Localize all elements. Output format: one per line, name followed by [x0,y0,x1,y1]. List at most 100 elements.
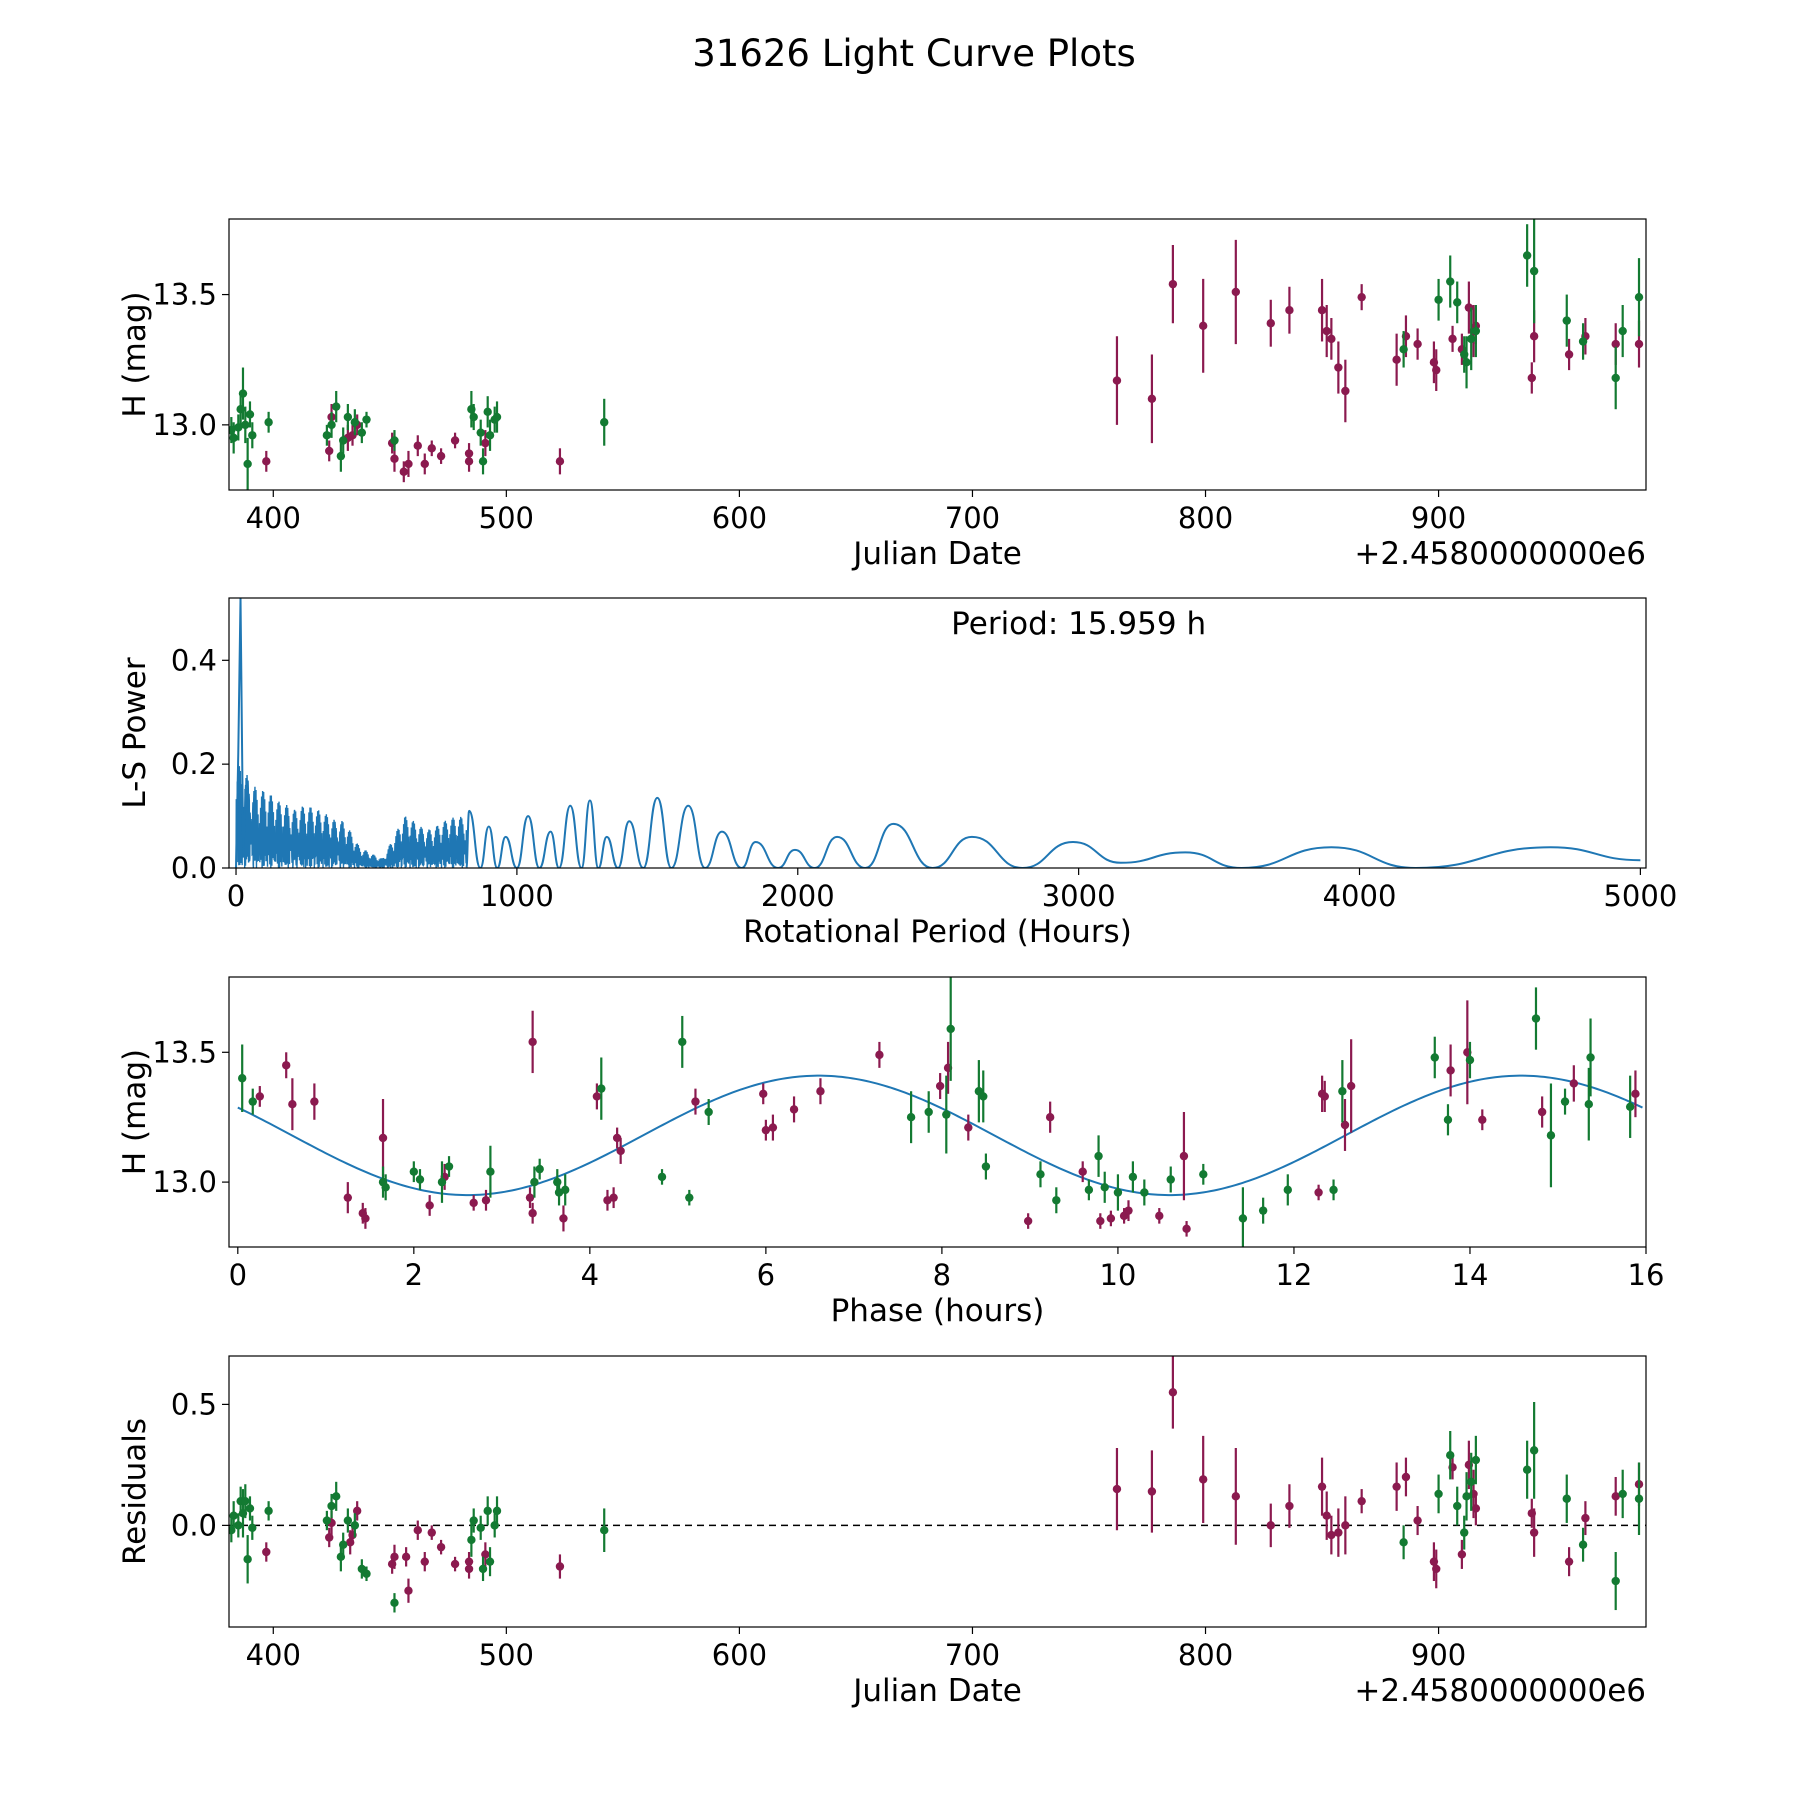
data-point [1392,355,1401,364]
data-point [1634,339,1644,349]
data-point [1045,1112,1055,1122]
y-axis-label: L-S Power [117,657,153,808]
data-point [1258,1206,1268,1215]
x-tick-label: 800 [1178,501,1233,535]
data-point [338,1540,348,1549]
data-point [597,1084,606,1093]
data-point [768,1123,778,1132]
x-tick-label: 16 [1628,1258,1665,1292]
data-point [1198,321,1208,331]
data-point [332,402,341,411]
data-point [1078,1167,1087,1176]
data-point [248,431,257,440]
data-point [1578,1540,1588,1549]
data-point [1327,334,1336,344]
x-tick-label: 800 [1178,1638,1233,1672]
data-point [234,1521,243,1530]
data-point [420,1557,429,1566]
data-point [1100,1183,1109,1192]
data-point [234,423,243,432]
plot-area [229,219,1644,490]
data-point [1182,1224,1191,1234]
data-point [761,1125,771,1135]
data-point [559,1214,568,1223]
data-point [264,418,273,427]
data-point [1392,1482,1401,1491]
data-point [467,1535,476,1545]
data-point [1357,292,1366,302]
data-point [1112,376,1122,385]
x-axis-label: Phase (hours) [831,1293,1045,1329]
data-point [1478,1115,1487,1124]
data-point [325,1533,334,1542]
data-point [481,1196,491,1205]
data-point [1283,1185,1292,1195]
data-point [1285,1501,1294,1511]
data-point [437,1177,447,1187]
data-point [1434,1489,1443,1499]
data-point [409,1167,419,1176]
y-tick-label: 13.5 [152,278,217,312]
data-point [1448,334,1457,344]
data-point [1322,326,1331,336]
data-point [245,1504,255,1513]
data-point [327,1501,336,1511]
data-point [1094,1151,1103,1161]
data-point [486,1167,495,1176]
data-point [238,1074,247,1083]
data-point [561,1185,570,1195]
data-point [616,1146,625,1156]
x-tick-label: 900 [1411,1638,1466,1672]
data-point [1618,326,1627,336]
data-point [264,1506,273,1516]
data-point [1231,1492,1241,1501]
data-point [425,1201,434,1210]
data-point [444,1162,454,1171]
data-point [1340,1120,1350,1130]
data-point [553,1177,562,1187]
data-point [1432,365,1441,375]
data-point [1329,1185,1338,1195]
data-point [1457,1550,1467,1559]
data-point [592,1092,602,1101]
data-point [1631,1089,1640,1099]
data-point [678,1037,687,1047]
data-point [1341,1521,1350,1530]
data-point [1112,1484,1122,1494]
data-point [1179,1151,1189,1161]
panel-phased: 0 2 4 6 8 10 12 14 16 13.0 13.5 Phase (hours) H (mag… [117,976,1665,1329]
data-point [1446,1451,1455,1460]
data-point [1453,1501,1462,1511]
data-point [1522,251,1532,260]
data-point [1634,292,1644,302]
y-tick-label: 0.0 [171,851,217,885]
data-point [1341,386,1350,396]
data-point [1140,1188,1149,1197]
data-point [1399,1538,1408,1547]
plot-area [229,1356,1646,1613]
data-point [241,1496,250,1506]
data-point [469,412,478,422]
data-point [476,428,485,437]
data-point [1084,1185,1094,1195]
data-point [1443,1115,1453,1124]
data-point [704,1107,713,1117]
data-point [282,1061,291,1070]
data-point [528,1209,537,1218]
data-point [1446,1066,1455,1075]
data-point [875,1050,884,1060]
y-tick-label: 0.2 [171,747,217,781]
x-tick-label: 400 [246,501,301,535]
data-point [483,1506,492,1516]
data-point [327,420,336,430]
x-tick-label: 0 [227,879,245,913]
data-point [979,1092,988,1101]
y-tick-label: 13.0 [152,1165,217,1199]
data-point [1168,279,1178,289]
data-point [404,1586,413,1595]
period-annotation: Period: 15.959 h [951,606,1206,642]
data-point [1560,1097,1570,1106]
data-point [1634,1494,1644,1503]
data-point [1238,1214,1248,1223]
